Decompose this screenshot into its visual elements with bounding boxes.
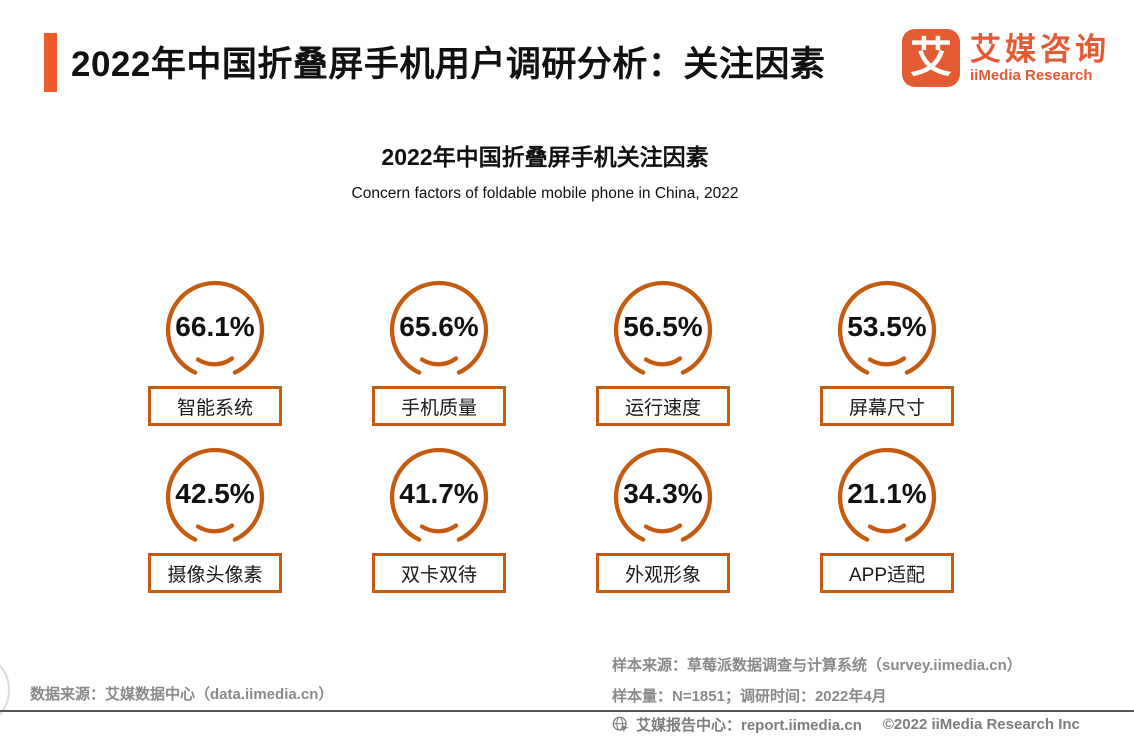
iimedia-logo-icon: 艾 — [902, 29, 960, 87]
gauge-circle-icon — [837, 447, 937, 542]
stat-item: 21.1% APP适配 — [775, 446, 999, 593]
data-source-note: 数据来源：艾媒数据中心（data.iimedia.cn） — [30, 686, 334, 703]
stat-label: APP适配 — [820, 553, 954, 593]
stat-item: 66.1% 智能系统 — [103, 279, 327, 426]
globe-cursor-icon — [612, 716, 629, 733]
stat-label: 屏幕尺寸 — [820, 386, 954, 426]
logo-brand-cn: 艾媒咨询 — [970, 31, 1110, 67]
stat-label: 外观形象 — [596, 553, 730, 593]
gauge-circle-icon — [613, 447, 713, 542]
sample-source-line: 样本来源：草莓派数据调查与计算系统（survey.iimedia.cn） — [612, 657, 1022, 674]
stat-value: 34.3% — [623, 478, 703, 509]
decorative-circle — [0, 652, 10, 728]
stat-item: 53.5% 屏幕尺寸 — [775, 279, 999, 426]
stat-value: 42.5% — [175, 478, 255, 509]
stat-item: 56.5% 运行速度 — [551, 279, 775, 426]
stat-value: 65.6% — [399, 311, 479, 342]
gauge-circle-icon — [837, 280, 937, 375]
footer-divider — [0, 710, 1134, 712]
logo-text: 艾媒咨询 iiMedia Research — [970, 31, 1110, 84]
stat-item: 42.5% 摄像头像素 — [103, 446, 327, 593]
stat-value: 41.7% — [399, 478, 479, 509]
stat-gauge: 41.7% — [374, 446, 504, 550]
logo-brand-en: iiMedia Research — [970, 66, 1093, 84]
stat-value: 56.5% — [623, 311, 703, 342]
stat-label: 手机质量 — [372, 386, 506, 426]
gauge-circle-icon — [613, 280, 713, 375]
sample-source-note: 样本来源：草莓派数据调查与计算系统（survey.iimedia.cn） 样本量… — [612, 650, 1022, 712]
chart-subtitle: Concern factors of foldable mobile phone… — [351, 185, 739, 202]
chart-title: 2022年中国折叠屏手机关注因素 — [381, 144, 709, 170]
report-footer: 艾媒报告中心：report.iimedia.cn ©2022 iiMedia R… — [612, 714, 1080, 735]
stat-item: 65.6% 手机质量 — [327, 279, 551, 426]
stat-gauge: 53.5% — [822, 279, 952, 383]
stat-gauge: 66.1% — [150, 279, 280, 383]
stat-value: 21.1% — [847, 478, 927, 509]
stat-label: 智能系统 — [148, 386, 282, 426]
gauge-circle-icon — [165, 447, 265, 542]
stat-gauge: 21.1% — [822, 446, 952, 550]
iimedia-logo: 艾 艾媒咨询 iiMedia Research — [902, 29, 1110, 87]
chart-heading: 2022年中国折叠屏手机关注因素 Concern factors of fold… — [0, 138, 1090, 203]
gauge-circle-icon — [389, 447, 489, 542]
stat-value: 53.5% — [847, 311, 927, 342]
title-accent-bar — [44, 33, 57, 92]
stat-gauge: 42.5% — [150, 446, 280, 550]
stat-item: 41.7% 双卡双待 — [327, 446, 551, 593]
stat-gauge: 34.3% — [598, 446, 728, 550]
gauge-circle-icon — [389, 280, 489, 375]
report-center-text: 艾媒报告中心：report.iimedia.cn — [636, 717, 862, 734]
stat-value: 66.1% — [175, 311, 255, 342]
stat-item: 34.3% 外观形象 — [551, 446, 775, 593]
sample-info-line: 样本量：N=1851；调研时间：2022年4月 — [612, 688, 887, 705]
stat-gauge: 56.5% — [598, 279, 728, 383]
stat-label: 双卡双待 — [372, 553, 506, 593]
copyright-text: ©2022 iiMedia Research Inc — [882, 716, 1080, 733]
stat-label: 摄像头像素 — [148, 553, 282, 593]
stats-grid: 66.1% 智能系统 65.6% 手机质量 56.5% 运 — [103, 279, 999, 613]
logo-glyph: 艾 — [909, 34, 952, 81]
page-title: 2022年中国折叠屏手机用户调研分析：关注因素 — [71, 45, 826, 84]
gauge-circle-icon — [165, 280, 265, 375]
stat-gauge: 65.6% — [374, 279, 504, 383]
stat-label: 运行速度 — [596, 386, 730, 426]
